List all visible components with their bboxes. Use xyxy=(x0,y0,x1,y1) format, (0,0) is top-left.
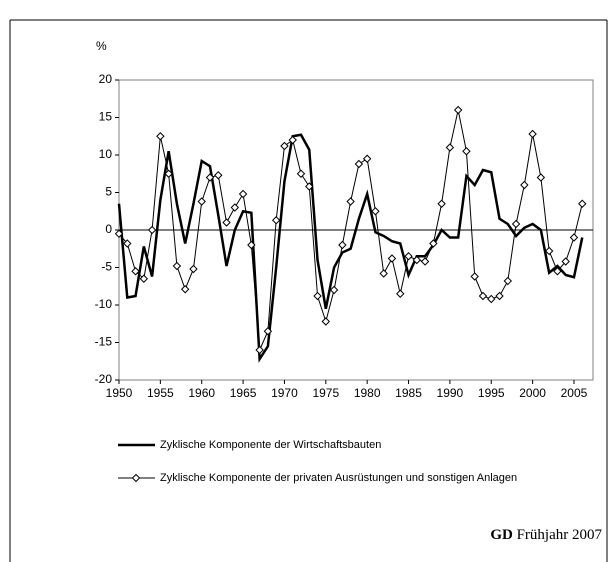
point-marker xyxy=(172,261,182,271)
point-marker xyxy=(189,264,198,274)
point-marker xyxy=(180,285,190,294)
point-marker xyxy=(495,291,504,301)
point-marker xyxy=(197,197,206,206)
y-tick-label: 10 xyxy=(99,147,113,161)
point-marker xyxy=(445,143,455,152)
point-marker xyxy=(329,285,339,295)
x-tick-label: 1960 xyxy=(188,386,215,400)
legend-entry: Zyklische Komponente der Wirtschaftsbaut… xyxy=(160,439,382,451)
y-tick-label: -10 xyxy=(95,297,113,311)
point-marker xyxy=(247,240,256,250)
point-marker xyxy=(214,171,223,180)
x-tick-label: 1990 xyxy=(437,386,464,400)
point-marker xyxy=(156,132,165,141)
legend-entry: Zyklische Komponente der privaten Ausrüs… xyxy=(160,472,518,484)
point-marker xyxy=(578,199,587,208)
point-marker xyxy=(288,135,297,145)
point-marker xyxy=(404,252,413,261)
point-marker xyxy=(487,294,496,304)
point-marker xyxy=(255,345,264,355)
point-marker xyxy=(354,159,364,169)
point-marker xyxy=(553,267,562,276)
point-marker xyxy=(230,203,240,212)
y-tick-label: 0 xyxy=(105,222,112,236)
source: GD Frühjahr 2007 xyxy=(490,527,602,544)
point-marker xyxy=(280,141,289,151)
point-marker xyxy=(528,129,537,139)
x-tick-label: 1985 xyxy=(395,386,422,400)
point-marker xyxy=(387,254,397,263)
point-marker xyxy=(263,327,273,336)
point-marker xyxy=(123,239,132,248)
point-marker xyxy=(561,257,570,266)
point-marker xyxy=(437,199,446,208)
point-marker xyxy=(412,255,422,265)
x-tick-label: 1970 xyxy=(271,386,298,400)
point-marker xyxy=(296,169,306,178)
point-marker xyxy=(362,154,372,163)
x-tick-label: 2000 xyxy=(519,386,546,400)
point-marker xyxy=(396,289,405,298)
x-tick-label: 2005 xyxy=(561,386,588,400)
point-marker xyxy=(503,276,513,286)
series-line xyxy=(117,133,584,363)
point-marker xyxy=(453,105,463,115)
y-tick-label: -15 xyxy=(95,335,113,349)
point-marker xyxy=(147,225,157,235)
x-tick-label: 1995 xyxy=(478,386,505,400)
y-tick-label: 15 xyxy=(99,110,113,124)
point-marker xyxy=(222,218,231,227)
legend-marker xyxy=(131,473,141,483)
point-marker xyxy=(131,267,140,276)
point-marker xyxy=(470,272,479,281)
y-tick-label: -5 xyxy=(101,260,112,274)
point-marker xyxy=(139,274,149,283)
point-marker xyxy=(305,182,314,191)
y-tick-label: 20 xyxy=(99,72,113,86)
point-marker xyxy=(346,197,355,206)
y-unit: % xyxy=(96,39,107,53)
source-text: Frühjahr 2007 xyxy=(516,527,602,543)
x-tick-label: 1950 xyxy=(106,386,133,400)
point-marker xyxy=(313,291,322,301)
x-tick-label: 1980 xyxy=(354,386,381,400)
point-marker xyxy=(379,269,388,278)
point-marker xyxy=(238,189,248,199)
point-marker xyxy=(321,317,331,326)
point-marker xyxy=(536,173,546,182)
point-marker xyxy=(271,216,281,225)
point-marker xyxy=(511,219,521,229)
point-marker xyxy=(429,239,438,248)
point-marker xyxy=(462,147,471,156)
point-marker xyxy=(205,173,215,182)
point-marker xyxy=(520,180,529,190)
source-bold: GD xyxy=(490,527,513,543)
point-marker xyxy=(544,246,554,256)
point-marker xyxy=(164,169,173,178)
point-marker xyxy=(478,291,488,301)
x-tick-label: 1965 xyxy=(230,386,257,400)
x-tick-label: 1975 xyxy=(312,386,339,400)
x-tick-label: 1955 xyxy=(147,386,174,400)
point-marker xyxy=(114,229,124,238)
point-marker xyxy=(338,240,347,250)
y-tick-label: 5 xyxy=(105,185,112,199)
point-marker xyxy=(420,257,430,266)
point-marker xyxy=(371,207,380,216)
y-tick-label: -20 xyxy=(95,372,113,386)
point-marker xyxy=(569,233,579,242)
